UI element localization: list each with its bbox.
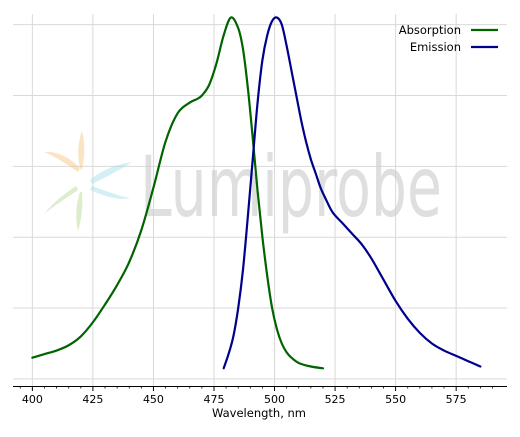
watermark-petal-cyan2-icon [90,186,130,199]
series-line-absorption [31,16,325,370]
watermark-text: Lumiprobe [140,138,442,236]
x-tick-label: 525 [325,393,346,406]
x-tick-label: 550 [385,393,406,406]
legend: Absorption Emission [399,23,498,54]
x-ticks: 400 425 450 475 500 525 550 575 [19,386,493,406]
series [31,16,482,370]
x-tick-label: 575 [446,393,467,406]
x-tick-label: 475 [203,393,224,406]
watermark-petal-orange-icon [44,151,80,172]
grid [13,14,507,386]
x-tick-label: 400 [22,393,43,406]
x-axis-label: Wavelength, nm [212,406,306,420]
watermark-petal-cyan-icon [90,162,132,184]
series-line-emission [222,16,482,370]
x-tick-label: 500 [264,393,285,406]
legend-label-absorption: Absorption [399,23,461,37]
watermark-petal-green-icon [44,186,78,214]
lumiprobe-watermark: Lumiprobe [44,131,442,236]
watermark-petal-top-icon [78,131,85,170]
watermark-petal-green2-icon [76,192,83,231]
x-tick-label: 425 [82,393,103,406]
x-axis: 400 425 450 475 500 525 550 575 Wavelength, nm [13,386,507,420]
x-tick-label: 450 [143,393,164,406]
legend-label-emission: Emission [410,40,461,54]
